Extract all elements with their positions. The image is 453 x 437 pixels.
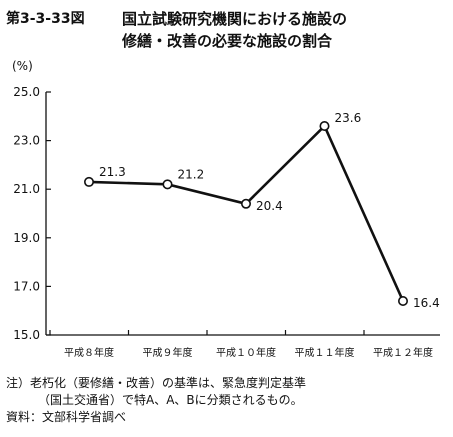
data-label: 23.6 — [335, 111, 362, 125]
x-tick-label: 平成９年度 — [143, 346, 193, 359]
chart-title-line2: 修繕・改善の必要な施設の割合 — [122, 32, 333, 50]
x-tick-label: 平成１１年度 — [295, 346, 355, 359]
data-point — [162, 179, 173, 190]
figure-number: 第3-3-33図 — [6, 11, 85, 27]
data-label: 20.4 — [256, 199, 283, 213]
x-tick-label: 平成８年度 — [64, 346, 114, 359]
data-label: 21.2 — [178, 167, 205, 181]
source-line: 資料：文部科学省調べ — [6, 410, 127, 424]
data-point — [241, 198, 252, 209]
y-tick-label: 17.0 — [13, 279, 40, 293]
y-axis-label: (%) — [12, 59, 33, 73]
x-tick-label: 平成１２年度 — [373, 346, 433, 359]
series-line — [88, 123, 405, 302]
y-tick-label: 23.0 — [13, 134, 40, 148]
data-point — [319, 121, 330, 132]
data-label: 16.4 — [413, 296, 440, 310]
y-tick-label: 15.0 — [13, 328, 40, 342]
data-label: 21.3 — [99, 165, 126, 179]
chart-title-line1: 国立試験研究機関における施設の — [122, 10, 348, 28]
y-tick-label: 19.0 — [13, 231, 40, 245]
notes-block: 注）老朽化（要修繕・改善）の基準は、緊急度判定基準 （国土交通省）で特A、A、B… — [6, 375, 306, 426]
note-line-2: （国土交通省）で特A、A、Bに分類されるもの。 — [38, 393, 303, 407]
x-tick-label: 平成１０年度 — [216, 346, 276, 359]
data-point — [84, 176, 95, 187]
note-line-1: 注）老朽化（要修繕・改善）の基準は、緊急度判定基準 — [6, 376, 307, 390]
y-tick-label: 25.0 — [13, 85, 40, 99]
data-point — [397, 295, 408, 306]
y-tick-label: 21.0 — [13, 182, 40, 196]
